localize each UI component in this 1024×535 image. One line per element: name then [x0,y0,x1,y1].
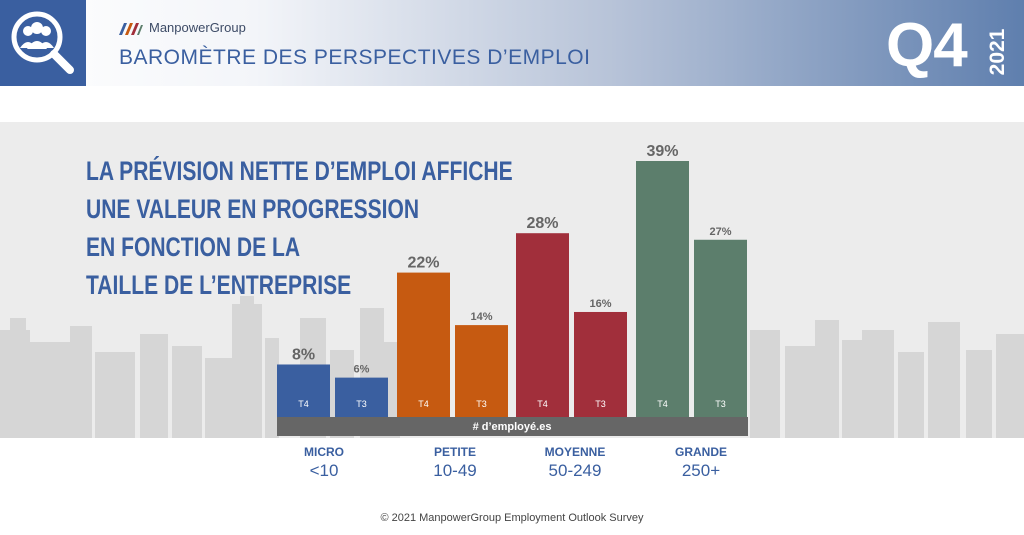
headline-line: EN FONCTION DE LA [86,232,301,262]
category-range: 10-49 [433,461,477,480]
headline-line: LA PRÉVISION NETTE D’EMPLOI AFFICHE [86,156,513,186]
series-label: T4 [657,399,668,409]
axis-label-bar [277,417,748,436]
skyline-building [862,330,894,438]
value-label: 22% [407,255,439,272]
category-name: MICRO [304,445,344,459]
value-label: 28% [526,215,558,232]
skyline-building [140,334,168,438]
headline-line: UNE VALEUR EN PROGRESSION [86,194,420,224]
skyline-building [750,330,780,438]
category-label-petite: PETITE 10-49 [395,445,515,481]
series-label: T3 [356,399,367,409]
bar-t4-grande [636,161,689,417]
skyline-building [95,352,135,438]
bar-t4-moyenne [516,233,569,417]
headline-line: TAILLE DE L’ENTREPRISE [86,270,352,300]
category-range: <10 [309,461,339,480]
search-people-icon [0,0,86,86]
brand-name: ManpowerGroup [149,20,246,35]
series-label: T4 [537,399,548,409]
value-label: 6% [354,364,370,376]
category-name: MOYENNE [544,445,606,459]
footer-copyright: © 2021 ManpowerGroup Employment Outlook … [380,512,644,524]
category-range: 50-249 [548,461,602,480]
bar-t3-moyenne [574,311,627,417]
header-bar: ManpowerGroup BAROMÈTRE DES PERSPECTIVES… [0,0,1024,86]
skyline-building [898,352,924,438]
skyline-building [10,318,26,438]
value-label: 16% [589,298,611,310]
value-label: 39% [646,143,678,160]
series-label: T3 [595,399,606,409]
bar-t3-grande [694,239,747,417]
quarter-label: Q4 [886,11,968,80]
skyline-building [785,346,815,438]
skyline-building [842,340,862,438]
skyline-building [70,326,92,438]
skyline-building [815,320,839,438]
skyline-building [928,322,960,438]
page-title: BAROMÈTRE DES PERSPECTIVES D’EMPLOI [119,46,591,69]
value-label: 14% [470,311,492,323]
value-label: 8% [292,346,315,363]
skyline-building [996,334,1024,438]
category-label-micro: MICRO <10 [264,445,384,481]
manpower-logo-icon [119,22,143,35]
city-skyline-decoration [0,296,1024,438]
series-label: T3 [715,399,726,409]
brand-logo: ManpowerGroup [119,20,246,35]
series-label: T3 [476,399,487,409]
category-name: GRANDE [674,445,727,459]
skyline-building [265,338,279,438]
skyline-building [172,346,202,438]
series-label: T4 [418,399,429,409]
category-range: 250+ [681,461,721,480]
skyline-building [30,342,70,438]
bar-t4-petite [397,272,450,417]
bar-t3-petite [455,325,508,417]
value-label: 27% [709,226,731,238]
bar-t4-micro [277,364,330,417]
category-name: PETITE [433,445,476,459]
series-label: T4 [298,399,309,409]
category-label-grande: GRANDE 250+ [641,445,761,481]
skyline-building [966,350,992,438]
bar-t3-micro [335,377,388,417]
headline: LA PRÉVISION NETTE D’EMPLOI AFFICHE UNE … [86,152,513,304]
axis-label: # d’employé.es [473,421,552,433]
category-label-moyenne: MOYENNE 50-249 [515,445,635,481]
skyline-building [240,296,254,438]
